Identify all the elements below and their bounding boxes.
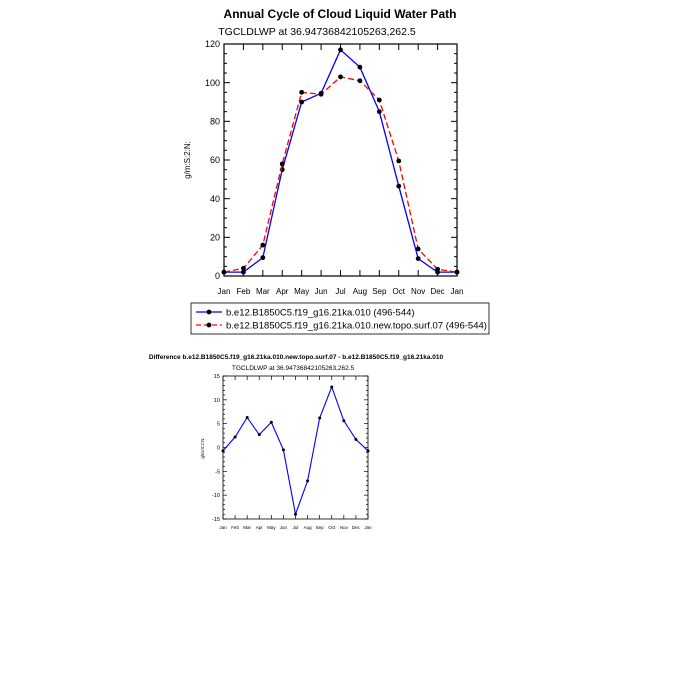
y-tick-label: 0 <box>217 445 220 451</box>
y-tick-label: 100 <box>205 78 220 88</box>
x-tick-label: Sep <box>372 287 387 296</box>
data-point <box>396 158 402 164</box>
chart-1-legend: b.e12.B1850C5.f19_g16.21ka.010 (496-544)… <box>190 302 490 335</box>
x-tick-label: Dec <box>352 525 361 530</box>
data-point <box>342 419 346 423</box>
chart-1-title: Annual Cycle of Cloud Liquid Water Path <box>224 7 457 21</box>
series-line-1 <box>222 385 369 517</box>
data-point <box>318 91 324 97</box>
x-tick-label: Jul <box>335 287 345 296</box>
x-tick-label: Jul <box>293 525 299 530</box>
y-tick-label: -15 <box>212 517 220 523</box>
legend-marker-2 <box>206 322 212 328</box>
data-point <box>396 183 402 189</box>
chart-1-plot: 0 20 40 60 80 100 120 Jan Feb Mar Apr May Jun Jul Aug S… <box>205 39 463 296</box>
data-point <box>241 265 246 271</box>
x-tick-label: Oct <box>328 525 336 530</box>
x-tick-label: Jan <box>451 287 464 296</box>
x-tick-label: Sep <box>316 525 325 530</box>
data-point <box>415 256 421 261</box>
y-tick-label: 10 <box>214 398 220 404</box>
chart-2-subtitle: TGCLDLWP at 36.94736842105263,262.5 <box>232 365 355 372</box>
y-tick-label: -10 <box>212 493 220 499</box>
chart-1-ylabel: g/m:S:2:N: <box>183 141 192 179</box>
x-tick-label: May <box>294 287 309 296</box>
data-point <box>376 97 382 103</box>
data-point <box>415 246 421 252</box>
x-tick-label: Aug <box>353 287 367 296</box>
legend-label-2: b.e12.B1850C5.f19_g16.21ka.010.new.topo.… <box>226 321 487 332</box>
data-point <box>269 420 273 424</box>
data-point <box>306 479 310 483</box>
x-tick-label: Jun <box>315 287 328 296</box>
data-point <box>357 78 363 84</box>
data-point <box>260 255 266 261</box>
data-point <box>299 89 305 95</box>
data-point <box>221 449 225 453</box>
data-point <box>330 385 334 389</box>
legend-box <box>190 302 490 335</box>
data-point <box>338 74 343 80</box>
series-line-1 <box>224 48 457 273</box>
chart-1-subtitle: TGCLDLWP at 36.94736842105263,262.5 <box>218 26 416 38</box>
x-tick-label: Jun <box>280 525 288 530</box>
data-point <box>357 64 363 70</box>
x-tick-label: Jan <box>219 525 227 530</box>
x-tick-label: Feb <box>231 525 239 530</box>
legend-marker-1 <box>206 309 212 315</box>
data-point <box>294 512 297 516</box>
y-tick-label: 15 <box>214 374 220 380</box>
data-point <box>279 161 285 167</box>
chart-2-plot: -15 -10 -5 0 5 10 15 Jan Feb Mar Apr May Jun Jul Aug Se… <box>212 374 372 530</box>
x-tick-label: Nov <box>340 525 349 530</box>
data-point <box>257 433 261 437</box>
x-tick-label: May <box>267 525 276 530</box>
chart-2-ylabel: g/m:S:2:N: <box>200 437 205 458</box>
series-line-2 <box>223 76 458 273</box>
y-tick-label: 80 <box>210 116 220 126</box>
legend-label-1: b.e12.B1850C5.f19_g16.21ka.010 (496-544) <box>226 308 415 319</box>
x-tick-label: Dec <box>430 287 444 296</box>
data-point <box>454 269 460 275</box>
x-tick-label: Aug <box>304 525 313 530</box>
data-point <box>376 109 382 115</box>
x-tick-label: Mar <box>243 525 251 530</box>
y-tick-label: 40 <box>210 194 220 204</box>
data-point <box>318 416 322 420</box>
x-tick-label: Apr <box>256 525 264 530</box>
y-tick-label: 5 <box>217 422 220 428</box>
y-tick-label: 20 <box>210 232 220 242</box>
data-point <box>354 437 358 441</box>
y-tick-label: 120 <box>205 39 220 49</box>
x-tick-label: Jan <box>364 525 372 530</box>
data-point <box>221 269 227 275</box>
y-tick-label: -5 <box>215 469 220 475</box>
plot-frame <box>222 375 369 520</box>
data-point <box>281 448 285 452</box>
x-tick-label: Oct <box>393 287 406 296</box>
data-point <box>233 435 237 439</box>
data-point <box>260 242 266 248</box>
data-point <box>245 415 249 419</box>
y-tick-label: 0 <box>215 271 220 281</box>
data-point <box>241 269 246 275</box>
x-tick-label: Nov <box>411 287 425 296</box>
data-point <box>435 266 440 272</box>
y-tick-label: 60 <box>210 155 220 165</box>
x-tick-label: Jan <box>218 287 231 296</box>
x-tick-label: Apr <box>276 287 289 296</box>
x-tick-label: Feb <box>237 287 251 296</box>
data-point <box>338 47 343 53</box>
data-point <box>366 449 370 453</box>
x-tick-label: Mar <box>256 287 270 296</box>
data-point <box>299 99 305 105</box>
chart-2-title: Difference b.e12.B1850C5.f19_g16.21ka.01… <box>149 354 444 361</box>
